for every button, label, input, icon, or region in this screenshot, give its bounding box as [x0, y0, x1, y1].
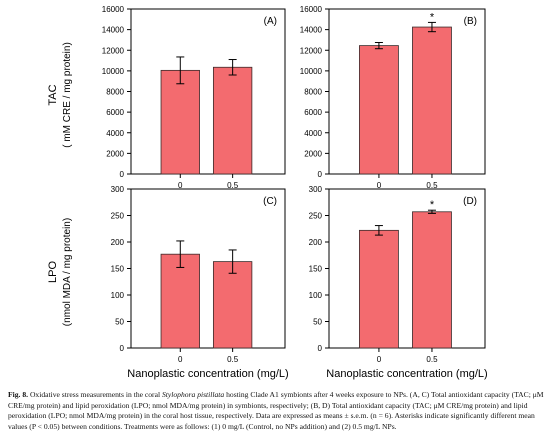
y-axis-label-bottom: LPO	[47, 261, 59, 283]
panel-label: (C)	[263, 196, 277, 207]
y-tick-label: 250	[111, 212, 125, 221]
y-tick-label: 6000	[304, 108, 322, 117]
y-tick-label: 10000	[300, 67, 323, 76]
y-tick-label: 14000	[102, 26, 125, 35]
plot-frame	[328, 8, 486, 175]
y-tick-label: 250	[309, 212, 323, 221]
y-axis-units-top: ( mM CRE / mg protein)	[62, 42, 73, 148]
y-tick-label: 150	[111, 265, 125, 274]
chart-panel-1: 0 2000 4000 6000 8000 10000 12000 14000 16000 0 0.…	[102, 5, 286, 190]
plot-frame	[130, 8, 286, 175]
bar	[212, 261, 253, 349]
chart-panel-4: 0 50 100 150 200 250 300 0 * 0.5 (D)	[309, 185, 486, 364]
y-tick-label: 16000	[300, 5, 323, 14]
y-tick-label: 200	[111, 238, 125, 247]
y-tick-label: 50	[115, 318, 124, 327]
y-tick-label: 150	[309, 265, 323, 274]
x-tick-label: 0	[178, 355, 183, 364]
bar	[412, 26, 452, 175]
panel-label: (D)	[463, 196, 477, 207]
x-axis-label-right: Nanoplastic concentration (mg/L)	[326, 368, 487, 380]
y-tick-label: 0	[120, 170, 125, 179]
y-tick-label: 14000	[300, 26, 323, 35]
y-tick-label: 0	[318, 170, 323, 179]
y-tick-label: 0	[318, 344, 323, 353]
bar	[359, 45, 399, 175]
y-tick-label: 4000	[304, 129, 322, 138]
x-tick-label: 0.5	[426, 181, 438, 190]
caption-species: Stylophora pistillata	[161, 390, 225, 399]
y-tick-label: 50	[313, 318, 322, 327]
y-tick-label: 16000	[102, 5, 125, 14]
panel-label: (A)	[264, 16, 277, 27]
y-tick-label: 2000	[106, 149, 124, 158]
y-tick-label: 0	[120, 344, 125, 353]
bar	[212, 66, 253, 175]
bar	[412, 211, 452, 349]
x-tick-label: 0.5	[227, 355, 239, 364]
chart-panel-3: 0 50 100 150 200 250 300 0 0.5 (C)	[111, 185, 286, 364]
x-tick-label: 0	[178, 181, 183, 190]
y-tick-label: 10000	[102, 67, 125, 76]
y-tick-label: 8000	[304, 88, 322, 97]
y-tick-label: 100	[309, 291, 323, 300]
y-tick-label: 300	[309, 185, 323, 194]
y-tick-label: 4000	[106, 129, 124, 138]
y-tick-label: 100	[111, 291, 125, 300]
y-tick-label: 6000	[106, 108, 124, 117]
x-tick-label: 0.5	[227, 181, 239, 190]
y-tick-label: 2000	[304, 149, 322, 158]
y-tick-label: 200	[309, 238, 323, 247]
bar	[160, 69, 200, 175]
figure-caption: Fig. 8. Oxidative stress measurements in…	[8, 390, 548, 432]
x-axis-label-left: Nanoplastic concentration (mg/L)	[127, 368, 288, 380]
x-tick-label: 0.5	[426, 355, 438, 364]
caption-label: Fig. 8.	[8, 390, 29, 399]
bar	[359, 229, 399, 349]
y-axis-units-bottom: (nmol MDA / mg protein)	[62, 218, 73, 326]
y-tick-label: 12000	[102, 46, 125, 55]
caption-text-2: hosting Clade A1 symbionts after 4 weeks…	[8, 390, 544, 431]
y-axis-label-top: TAC	[47, 84, 59, 105]
y-tick-label: 8000	[106, 88, 124, 97]
y-tick-label: 12000	[300, 46, 323, 55]
panel-label: (B)	[464, 16, 477, 27]
plot-frame	[130, 188, 286, 349]
chart-panel-2: 0 2000 4000 6000 8000 10000 12000 14000 16000 0 * 0…	[300, 5, 486, 190]
x-tick-label: 0	[377, 355, 382, 364]
bar	[160, 253, 200, 349]
significance-marker: *	[430, 199, 435, 211]
caption-text-1: Oxidative stress measurements in the cor…	[28, 390, 162, 399]
plot-frame	[328, 188, 486, 349]
x-tick-label: 0	[377, 181, 382, 190]
significance-marker: *	[430, 11, 435, 23]
y-tick-label: 300	[111, 185, 125, 194]
